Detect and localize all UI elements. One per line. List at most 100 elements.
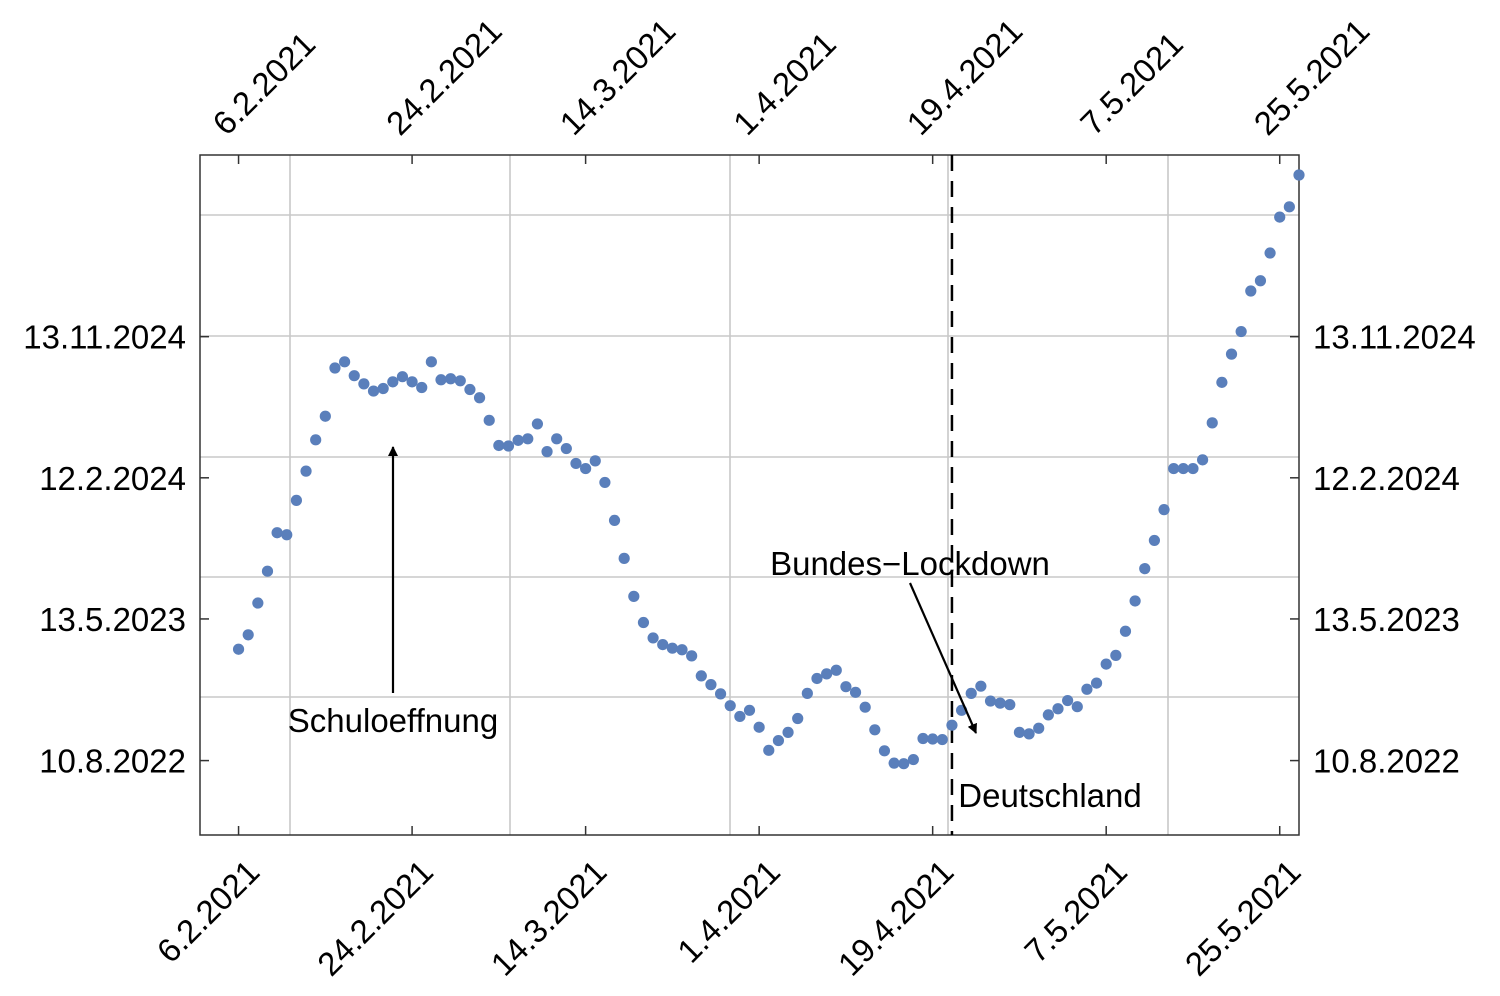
x-tick-label-top: 25.5.2021 <box>1247 12 1377 142</box>
data-point <box>782 726 794 738</box>
data-point <box>1168 462 1180 475</box>
data-point <box>1033 722 1045 734</box>
y-tick-label-left: 13.5.2023 <box>39 601 186 638</box>
x-tick-label-bottom: 14.3.2021 <box>484 853 614 983</box>
y-tick-labels-left: 10.8.2022 13.5.2023 12.2.2024 13.11.2024 <box>23 319 186 780</box>
data-point <box>927 733 939 745</box>
data-point <box>1052 703 1064 715</box>
data-point <box>522 433 534 445</box>
y-tick-label-left: 13.11.2024 <box>23 319 186 356</box>
data-point <box>994 697 1006 709</box>
data-point <box>936 733 948 746</box>
data-point <box>531 418 544 430</box>
data-point <box>801 687 813 699</box>
x-tick-label-bottom: 19.4.2021 <box>831 853 961 983</box>
data-point <box>261 565 274 577</box>
data-point <box>589 455 601 467</box>
data-point <box>1196 454 1209 466</box>
data-point <box>435 374 447 386</box>
data-point <box>734 710 746 723</box>
data-point <box>821 668 833 680</box>
data-point <box>1254 275 1267 287</box>
data-point <box>271 527 283 539</box>
data-point <box>878 745 891 757</box>
data-point <box>608 514 621 527</box>
data-point <box>753 721 765 733</box>
data-point <box>628 590 640 602</box>
x-tick-label-bottom: 7.5.2021 <box>1017 853 1134 970</box>
data-point <box>1013 726 1026 738</box>
data-point <box>975 680 987 692</box>
x-tick-label-top: 6.2.2021 <box>205 25 322 142</box>
data-point <box>840 681 852 693</box>
data-point <box>541 446 553 458</box>
y-tick-label-right: 12.2.2024 <box>1313 460 1460 497</box>
data-point <box>917 732 929 745</box>
data-point <box>1245 285 1257 297</box>
data-point <box>502 440 515 452</box>
x-tick-label-top: 7.5.2021 <box>1073 25 1190 142</box>
x-tick-label-top: 1.4.2021 <box>726 25 843 142</box>
data-point <box>319 410 331 422</box>
data-point <box>377 382 389 395</box>
data-point <box>946 719 958 731</box>
data-point <box>714 688 727 700</box>
data-point <box>1110 649 1122 661</box>
data-point <box>1235 325 1247 338</box>
x-tick-label-top: 24.2.2021 <box>379 12 509 142</box>
data-point <box>483 414 495 426</box>
data-point <box>792 712 804 725</box>
axis-ticks <box>200 155 1299 835</box>
data-point <box>1225 348 1238 360</box>
data-point <box>898 758 910 770</box>
data-point <box>599 476 611 489</box>
data-point <box>493 439 505 452</box>
data-point <box>425 356 437 368</box>
data-point <box>300 465 312 477</box>
data-point <box>763 744 775 756</box>
y-tick-label-left: 12.2.2024 <box>39 460 186 497</box>
data-point <box>1274 211 1286 223</box>
data-point <box>743 704 756 716</box>
y-tick-label-right: 13.11.2024 <box>1313 319 1476 356</box>
data-point <box>310 434 322 446</box>
data-point <box>1139 563 1151 575</box>
data-point <box>686 650 698 662</box>
plot-frame <box>199 154 1300 836</box>
data-point <box>367 385 380 397</box>
data-point <box>676 644 688 656</box>
data-point <box>666 642 678 654</box>
data-point <box>657 639 669 651</box>
data-point <box>1148 534 1160 547</box>
x-tick-label-top: 19.4.2021 <box>899 12 1029 142</box>
data-point <box>387 376 399 388</box>
data-point <box>965 687 977 699</box>
data-point <box>416 381 428 394</box>
data-point <box>454 375 466 387</box>
annotation-bundes-lockdown: Bundes−Lockdown <box>770 545 1050 582</box>
x-tick-label-top: 14.3.2021 <box>552 12 682 142</box>
data-point <box>724 700 736 712</box>
data-point <box>1004 699 1016 711</box>
data-point <box>830 664 842 676</box>
data-point <box>281 529 293 541</box>
data-point <box>618 552 630 564</box>
lockdown-arrow <box>908 582 978 734</box>
x-tick-label-bottom: 1.4.2021 <box>670 853 787 970</box>
data-point <box>705 679 717 691</box>
data-point <box>339 356 351 368</box>
data-point <box>1264 247 1276 259</box>
data-point <box>647 632 659 644</box>
data-point <box>329 362 341 374</box>
data-points <box>232 169 1305 770</box>
data-point <box>473 392 486 404</box>
y-tick-label-left: 10.8.2022 <box>39 743 186 780</box>
data-point <box>348 370 360 382</box>
data-point <box>242 629 254 641</box>
data-point <box>869 724 881 736</box>
data-point <box>849 686 862 698</box>
data-point <box>1158 504 1170 516</box>
data-point <box>560 442 572 455</box>
data-point <box>1129 595 1141 607</box>
data-point <box>1042 709 1054 721</box>
